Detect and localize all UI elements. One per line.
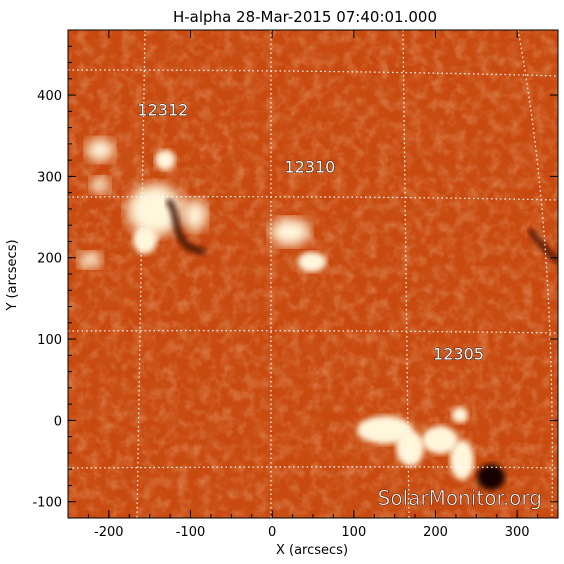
x-axis-ticks: -200 -100 0 100 200 300: [67, 30, 559, 540]
y-tick-label: 100: [37, 333, 62, 348]
y-tick-label: 300: [37, 170, 62, 185]
plage-12310: [270, 218, 326, 272]
filament-east: [527, 228, 558, 264]
image-title: H-alpha 28-Mar-2015 07:40:01.000: [173, 8, 437, 26]
y-tick-label: 400: [37, 89, 62, 104]
active-region-label: 12305: [433, 344, 484, 363]
x-tick-label: 100: [341, 525, 366, 540]
x-tick-label: -100: [176, 525, 206, 540]
y-axis-ticks: -100 0 100 200 300 400: [32, 29, 558, 511]
sunspot-12305: [477, 464, 505, 490]
y-tick-label: -100: [32, 496, 62, 511]
halpha-image: [68, 30, 558, 518]
plage-12305: [357, 407, 474, 480]
y-tick-label: 200: [37, 252, 62, 267]
x-axis-label: X (arcsecs): [276, 543, 348, 558]
active-region-labels: 12312 12310 12305: [137, 100, 484, 364]
x-tick-label: 0: [268, 525, 276, 540]
active-region-label: 12310: [284, 157, 335, 176]
heliographic-grid: [68, 30, 558, 518]
active-region-label: 12312: [137, 100, 188, 119]
y-tick-label: 0: [54, 414, 62, 429]
y-axis-label: Y (arcsecs): [5, 239, 20, 311]
filament-12312: [165, 198, 206, 255]
x-tick-label: 300: [505, 525, 530, 540]
watermark: SolarMonitor.org: [378, 486, 542, 510]
x-tick-label: 200: [423, 525, 448, 540]
plage-12312: [78, 138, 207, 268]
x-tick-label: -200: [94, 525, 124, 540]
